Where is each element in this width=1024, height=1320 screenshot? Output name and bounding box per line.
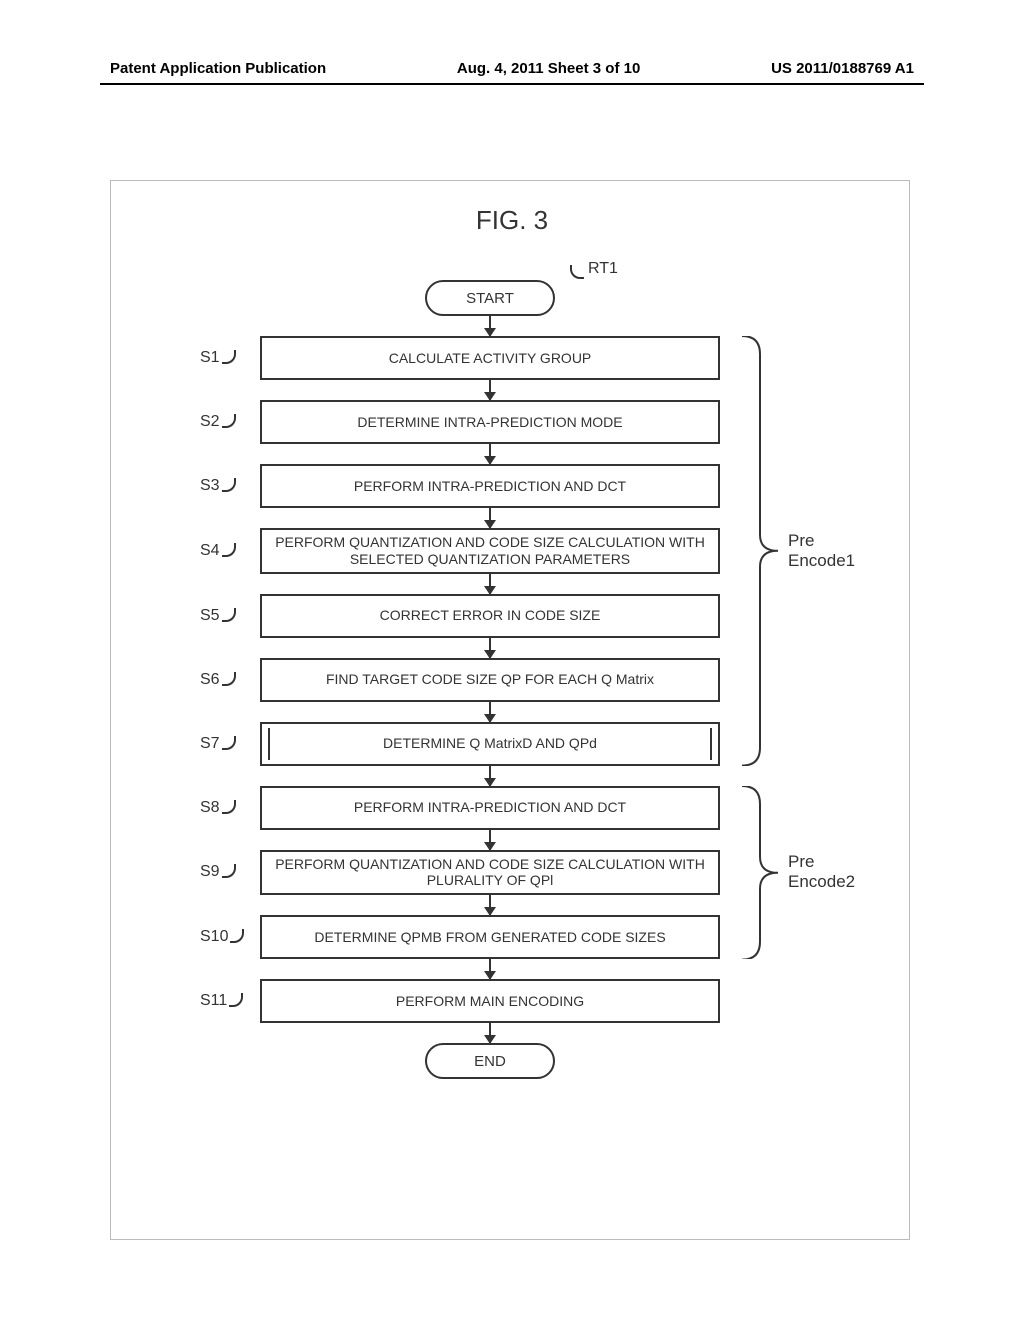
header-left: Patent Application Publication (110, 60, 326, 77)
step-id-label: S2 (200, 413, 236, 431)
hook-icon (222, 800, 236, 814)
brace-label: PreEncode1 (788, 531, 855, 571)
step-box: CALCULATE ACTIVITY GROUP (260, 336, 720, 380)
header-center: Aug. 4, 2011 Sheet 3 of 10 (457, 60, 640, 77)
arrow-icon (489, 638, 491, 658)
hook-icon (222, 864, 236, 878)
step-id-label: S3 (200, 477, 236, 495)
step-row: S8PERFORM INTRA-PREDICTION AND DCT (260, 786, 720, 830)
step-box: DETERMINE Q MatrixD AND QPd (260, 722, 720, 766)
routine-label-text: RT1 (588, 260, 618, 277)
step-id-label: S6 (200, 671, 236, 689)
arrow-icon (489, 508, 491, 528)
step-id-text: S3 (200, 477, 220, 494)
hook-icon (222, 350, 236, 364)
step-id-label: S4 (200, 542, 236, 560)
step-id-label: S9 (200, 863, 236, 881)
step-id-label: S8 (200, 799, 236, 817)
step-text: PERFORM INTRA-PREDICTION AND DCT (354, 799, 626, 816)
step-box: DETERMINE INTRA-PREDICTION MODE (260, 400, 720, 444)
end-label: END (474, 1053, 506, 1070)
step-id-text: S1 (200, 349, 220, 366)
arrow-icon (489, 1023, 491, 1043)
arrow-icon (489, 702, 491, 722)
step-text: CORRECT ERROR IN CODE SIZE (380, 607, 601, 624)
step-text: CALCULATE ACTIVITY GROUP (389, 350, 592, 367)
hook-icon (222, 736, 236, 750)
end-terminal: END (425, 1043, 555, 1079)
step-id-text: S7 (200, 735, 220, 752)
brace-icon (740, 786, 784, 960)
flow-column: RT1 START S1CALCULATE ACTIVITY GROUPS2DE… (260, 280, 720, 1079)
step-box: PERFORM MAIN ENCODING (260, 979, 720, 1023)
step-id-text: S11 (200, 992, 227, 1009)
step-id-label: S11 (200, 992, 243, 1010)
step-row: S9PERFORM QUANTIZATION AND CODE SIZE CAL… (260, 850, 720, 896)
step-row: S6FIND TARGET CODE SIZE QP FOR EACH Q Ma… (260, 658, 720, 702)
step-id-text: S10 (200, 928, 228, 945)
step-id-label: S7 (200, 735, 236, 753)
step-text: PERFORM MAIN ENCODING (396, 993, 584, 1010)
arrow-icon (489, 444, 491, 464)
end-terminal-row: END (260, 1043, 720, 1079)
arrow-icon (489, 574, 491, 594)
flowchart: RT1 START S1CALCULATE ACTIVITY GROUPS2DE… (180, 280, 820, 1079)
hook-icon (570, 265, 584, 279)
step-id-label: S1 (200, 349, 236, 367)
step-row: S1CALCULATE ACTIVITY GROUP (260, 336, 720, 380)
arrow-icon (489, 316, 491, 336)
hook-icon (222, 414, 236, 428)
header: Patent Application Publication Aug. 4, 2… (100, 60, 924, 85)
arrow-icon (489, 380, 491, 400)
step-text: PERFORM QUANTIZATION AND CODE SIZE CALCU… (270, 534, 710, 568)
step-id-text: S4 (200, 542, 220, 559)
step-box: PERFORM QUANTIZATION AND CODE SIZE CALCU… (260, 528, 720, 574)
step-box: PERFORM INTRA-PREDICTION AND DCT (260, 464, 720, 508)
step-text: PERFORM INTRA-PREDICTION AND DCT (354, 478, 626, 495)
arrow-icon (489, 766, 491, 786)
step-row: S11PERFORM MAIN ENCODING (260, 979, 720, 1023)
start-label: START (466, 290, 514, 307)
step-id-text: S8 (200, 799, 220, 816)
step-text: DETERMINE Q MatrixD AND QPd (383, 735, 597, 752)
page-header-row: Patent Application Publication Aug. 4, 2… (100, 60, 924, 85)
step-id-text: S9 (200, 863, 220, 880)
step-id-text: S5 (200, 607, 220, 624)
step-row: S3PERFORM INTRA-PREDICTION AND DCT (260, 464, 720, 508)
step-box: DETERMINE QPMB FROM GENERATED CODE SIZES (260, 915, 720, 959)
step-id-text: S2 (200, 413, 220, 430)
step-row: S5CORRECT ERROR IN CODE SIZE (260, 594, 720, 638)
arrow-icon (489, 959, 491, 979)
brace-label: PreEncode2 (788, 852, 855, 892)
hook-icon (222, 543, 236, 557)
step-id-label: S10 (200, 928, 244, 946)
header-right: US 2011/0188769 A1 (771, 60, 914, 77)
hook-icon (229, 993, 243, 1007)
routine-label: RT1 (570, 260, 618, 279)
step-row: S2DETERMINE INTRA-PREDICTION MODE (260, 400, 720, 444)
brace-icon (740, 336, 784, 766)
step-text: PERFORM QUANTIZATION AND CODE SIZE CALCU… (270, 856, 710, 890)
hook-icon (222, 608, 236, 622)
step-text: DETERMINE INTRA-PREDICTION MODE (357, 414, 622, 431)
step-box: CORRECT ERROR IN CODE SIZE (260, 594, 720, 638)
step-row: S4PERFORM QUANTIZATION AND CODE SIZE CAL… (260, 528, 720, 574)
start-terminal: START (425, 280, 555, 316)
step-row: S7DETERMINE Q MatrixD AND QPd (260, 722, 720, 766)
step-id-label: S5 (200, 607, 236, 625)
figure-title: FIG. 3 (0, 205, 1024, 236)
step-box: PERFORM QUANTIZATION AND CODE SIZE CALCU… (260, 850, 720, 896)
step-box: FIND TARGET CODE SIZE QP FOR EACH Q Matr… (260, 658, 720, 702)
start-terminal-row: START (260, 280, 720, 316)
hook-icon (222, 672, 236, 686)
step-text: FIND TARGET CODE SIZE QP FOR EACH Q Matr… (326, 671, 654, 688)
arrow-icon (489, 830, 491, 850)
step-row: S10DETERMINE QPMB FROM GENERATED CODE SI… (260, 915, 720, 959)
step-id-text: S6 (200, 671, 220, 688)
step-text: DETERMINE QPMB FROM GENERATED CODE SIZES (314, 929, 665, 946)
step-box: PERFORM INTRA-PREDICTION AND DCT (260, 786, 720, 830)
hook-icon (230, 929, 244, 943)
arrow-icon (489, 895, 491, 915)
hook-icon (222, 478, 236, 492)
